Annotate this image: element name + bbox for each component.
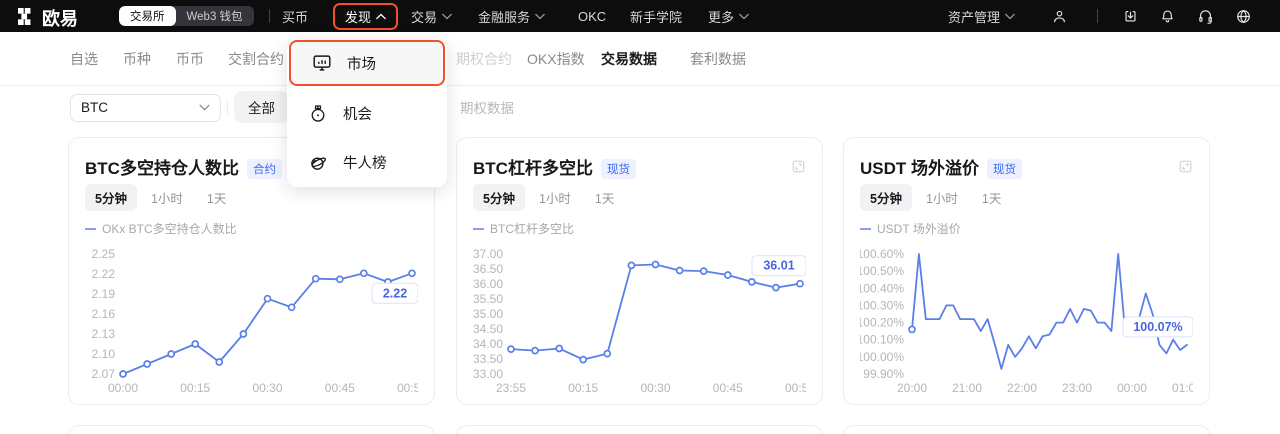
svg-text:99.90%: 99.90%: [863, 367, 904, 381]
svg-text:2.16: 2.16: [92, 307, 116, 321]
svg-text:2.22: 2.22: [92, 267, 116, 281]
svg-text:36.00: 36.00: [473, 277, 503, 291]
svg-text:33.00: 33.00: [473, 367, 503, 381]
svg-text:00:30: 00:30: [640, 381, 670, 395]
svg-text:2.19: 2.19: [92, 287, 116, 301]
svg-text:100.30%: 100.30%: [860, 298, 904, 312]
svg-text:00:15: 00:15: [568, 381, 598, 395]
svg-text:00:15: 00:15: [180, 381, 210, 395]
svg-text:00:55: 00:55: [397, 381, 418, 395]
svg-text:100.10%: 100.10%: [860, 333, 904, 347]
svg-text:23:00: 23:00: [1062, 381, 1092, 395]
svg-text:100.07%: 100.07%: [1133, 320, 1182, 334]
svg-text:22:00: 22:00: [1007, 381, 1037, 395]
svg-text:00:30: 00:30: [252, 381, 282, 395]
svg-text:2.07: 2.07: [92, 367, 116, 381]
svg-text:23:55: 23:55: [496, 381, 526, 395]
svg-text:00:55: 00:55: [785, 381, 806, 395]
svg-text:100.60%: 100.60%: [860, 247, 904, 261]
svg-text:21:00: 21:00: [952, 381, 982, 395]
svg-text:36.50: 36.50: [473, 262, 503, 276]
svg-text:100.00%: 100.00%: [860, 350, 904, 364]
svg-text:2.22: 2.22: [383, 286, 407, 300]
svg-text:01:00: 01:00: [1172, 381, 1193, 395]
svg-text:34.00: 34.00: [473, 337, 503, 351]
svg-text:34.50: 34.50: [473, 322, 503, 336]
svg-text:2.25: 2.25: [92, 247, 116, 261]
svg-text:00:45: 00:45: [325, 381, 355, 395]
svg-text:100.20%: 100.20%: [860, 316, 904, 330]
svg-text:37.00: 37.00: [473, 247, 503, 261]
svg-text:36.01: 36.01: [763, 259, 794, 273]
svg-text:00:00: 00:00: [1117, 381, 1147, 395]
svg-text:35.00: 35.00: [473, 307, 503, 321]
svg-text:00:00: 00:00: [108, 381, 138, 395]
svg-text:100.50%: 100.50%: [860, 264, 904, 278]
svg-text:33.50: 33.50: [473, 352, 503, 366]
svg-text:100.40%: 100.40%: [860, 281, 904, 295]
svg-text:20:00: 20:00: [897, 381, 927, 395]
svg-text:2.13: 2.13: [92, 327, 116, 341]
svg-text:2.10: 2.10: [92, 347, 116, 361]
svg-text:35.50: 35.50: [473, 292, 503, 306]
svg-text:00:45: 00:45: [713, 381, 743, 395]
